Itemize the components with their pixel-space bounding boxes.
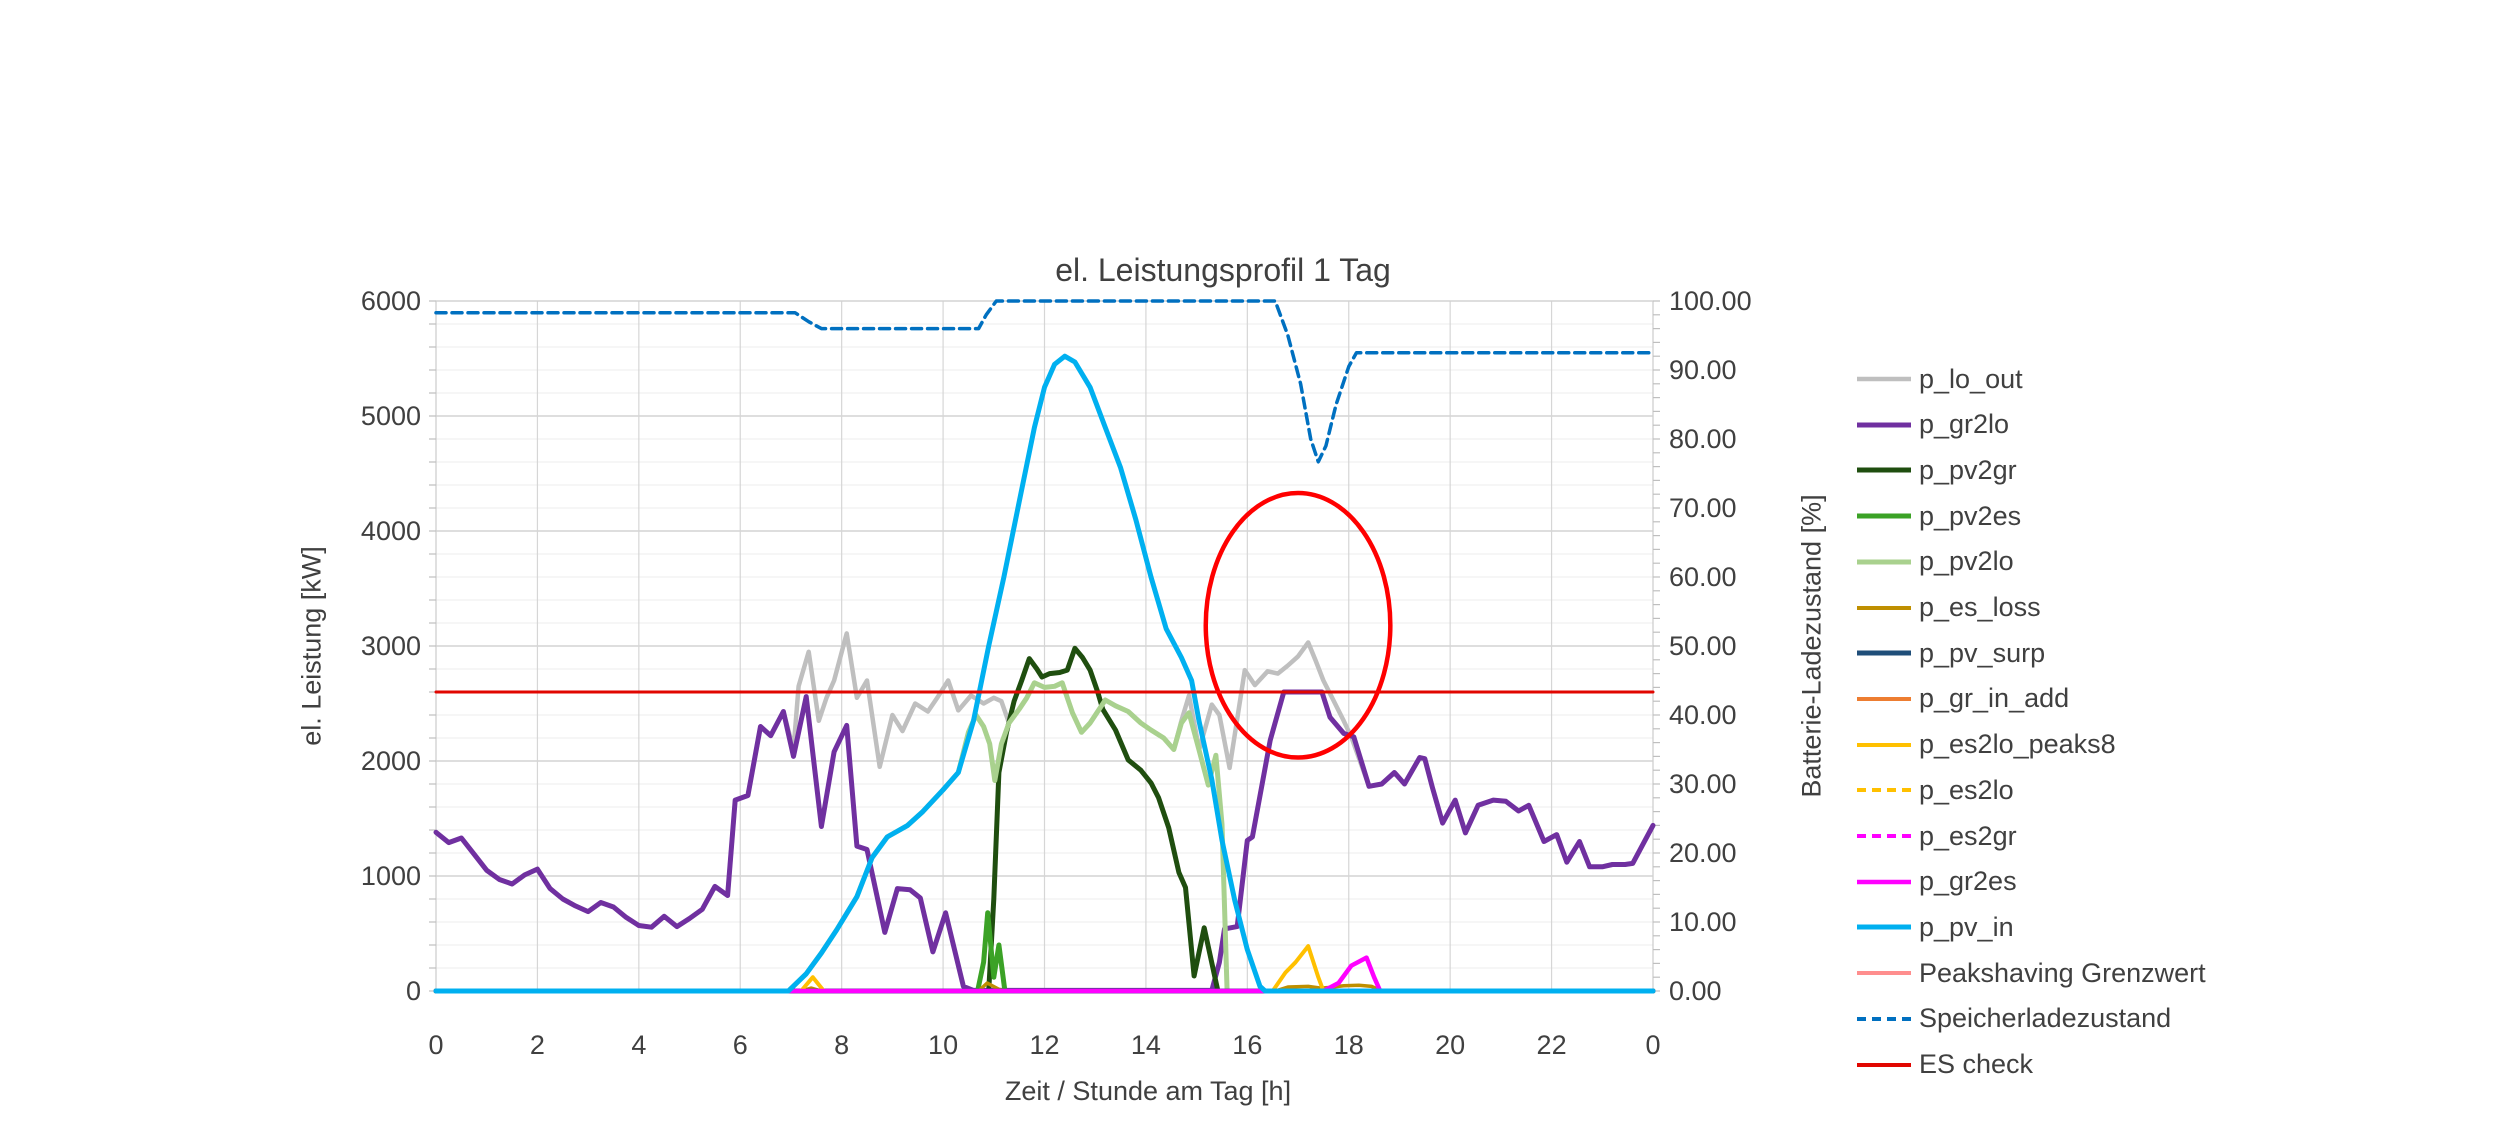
legend-item-p-es-loss: p_es_loss: [1856, 592, 2041, 624]
legend-swatch-line-icon: [1857, 1062, 1911, 1067]
legend-label: Peakshaving Grenzwert: [1919, 957, 2206, 988]
legend-swatch-line-icon: [1857, 650, 1911, 656]
legend-item-p-pv2gr: p_pv2gr: [1856, 454, 2017, 486]
legend-item-p-gr2es: p_gr2es: [1856, 866, 2017, 898]
x-tick-label: 10: [928, 1030, 958, 1060]
legend-label: ES check: [1919, 1049, 2034, 1079]
legend-item-p-lo-out: p_lo_out: [1856, 363, 2023, 395]
series-p_pv2es: [433, 910, 1656, 994]
y-right-tick-label: 40.00: [1669, 700, 1737, 730]
legend-item-p-pv-surp: p_pv_surp: [1856, 637, 2045, 669]
legend-label: p_pv2gr: [1919, 454, 2017, 485]
legend-item-p-gr-in-add: p_gr_in_add: [1856, 683, 2069, 715]
legend-item-p-pv2lo: p_pv2lo: [1856, 546, 2014, 578]
x-tick-label: 6: [733, 1030, 748, 1060]
legend-swatch-line-icon: [1857, 788, 1911, 793]
legend-label: p_es2gr: [1919, 820, 2017, 851]
legend-label: p_gr2es: [1919, 866, 2017, 897]
legend-swatch-line-icon: [1857, 971, 1911, 976]
legend-item-peakshaving-grenzwert: Peakshaving Grenzwert: [1856, 957, 2206, 989]
legend-item-p-pv2es: p_pv2es: [1856, 500, 2021, 532]
series-p_gr2lo: [433, 689, 1656, 993]
y-right-tick-label: 30.00: [1669, 769, 1737, 799]
x-tick-label: 14: [1131, 1030, 1161, 1060]
legend-item-p-es2lo: p_es2lo: [1856, 774, 2014, 806]
legend-label: p_es_loss: [1919, 592, 2041, 622]
chart-title: el. Leistungsprofil 1 Tag: [1055, 252, 1391, 288]
y-right-tick-label: 60.00: [1669, 562, 1737, 592]
legend-swatch-line-icon: [1857, 1016, 1911, 1021]
legend-label: p_pv_in: [1919, 911, 2014, 942]
legend-swatch-line-icon: [1857, 467, 1911, 473]
legend-label: p_gr_in_add: [1919, 683, 2070, 714]
y-left-tick-label: 1000: [361, 861, 421, 891]
series-p_pv_in: [433, 353, 1656, 994]
x-tick-label: 22: [1537, 1030, 1567, 1060]
legend-swatch-line-icon: [1857, 742, 1911, 747]
y-right-tick-label: 90.00: [1669, 355, 1737, 385]
y-right-tick-label: 100.00: [1669, 286, 1752, 316]
legend-swatch-line-icon: [1857, 376, 1911, 382]
series-p_pv2gr: [433, 645, 1656, 994]
legend-label: Speicherladezustand: [1919, 1003, 2172, 1034]
x-tick-label: 0: [1645, 1030, 1660, 1060]
series-p_es2lo_peaks8: [434, 944, 1655, 993]
y-left-tick-label: 5000: [361, 401, 421, 431]
y-left-tick-label: 3000: [361, 631, 421, 661]
y-left-tick-label: 0: [406, 976, 421, 1006]
x-tick-label: 18: [1334, 1030, 1364, 1060]
legend-label: p_es2lo_peaks8: [1919, 729, 2116, 760]
legend-swatch-line-icon: [1857, 696, 1911, 701]
legend-swatch-line-icon: [1857, 422, 1911, 428]
x-tick-label: 0: [428, 1030, 443, 1060]
legend-label: p_lo_out: [1919, 363, 2023, 394]
legend-label: p_gr2lo: [1919, 409, 2010, 440]
legend-label: p_pv_surp: [1919, 637, 2046, 668]
x-axis-title: Zeit / Stunde am Tag [h]: [1004, 1076, 1292, 1106]
series-Speicherladezustand: [434, 299, 1655, 464]
x-tick-label: 8: [834, 1030, 849, 1060]
y-right-tick-label: 80.00: [1669, 424, 1737, 454]
legend-item-p-es2gr: p_es2gr: [1856, 820, 2017, 852]
legend-label: p_es2lo: [1919, 774, 2014, 805]
legend-swatch-line-icon: [1857, 924, 1911, 930]
legend-item-speicherladezustand: Speicherladezustand: [1856, 1003, 2171, 1035]
x-tick-label: 4: [631, 1030, 646, 1060]
legend-swatch-line-icon: [1857, 559, 1911, 565]
y-right-tick-label: 70.00: [1669, 493, 1737, 523]
legend-swatch-line-icon: [1857, 513, 1911, 519]
x-tick-label: 20: [1435, 1030, 1465, 1060]
y-left-tick-label: 2000: [361, 746, 421, 776]
legend-swatch-line-icon: [1857, 605, 1911, 610]
legend-item-p-gr2lo: p_gr2lo: [1856, 409, 2009, 441]
y-axis-right-title: Batterie-Ladezustand [%]: [1796, 494, 1827, 798]
legend-label: p_pv2lo: [1919, 546, 2014, 577]
y-axis-left-title: el. Leistung [kW]: [296, 546, 327, 746]
legend-item-p-pv-in: p_pv_in: [1856, 911, 2014, 943]
annotation-circle: [1203, 490, 1393, 760]
legend-label: p_pv2es: [1919, 500, 2022, 531]
y-right-tick-label: 0.00: [1669, 976, 1722, 1006]
y-right-tick-label: 10.00: [1669, 907, 1737, 937]
x-tick-label: 12: [1029, 1030, 1059, 1060]
y-left-tick-label: 6000: [361, 286, 421, 316]
legend-item-p-es2lo-peaks8: p_es2lo_peaks8: [1856, 729, 2116, 761]
x-tick-label: 16: [1232, 1030, 1262, 1060]
y-right-tick-label: 20.00: [1669, 838, 1737, 868]
x-tick-label: 2: [530, 1030, 545, 1060]
y-left-tick-label: 4000: [361, 516, 421, 546]
legend-swatch-line-icon: [1857, 834, 1911, 838]
legend-swatch-line-icon: [1857, 879, 1911, 884]
y-right-tick-label: 50.00: [1669, 631, 1737, 661]
legend-item-es-check: ES check: [1856, 1049, 2033, 1081]
